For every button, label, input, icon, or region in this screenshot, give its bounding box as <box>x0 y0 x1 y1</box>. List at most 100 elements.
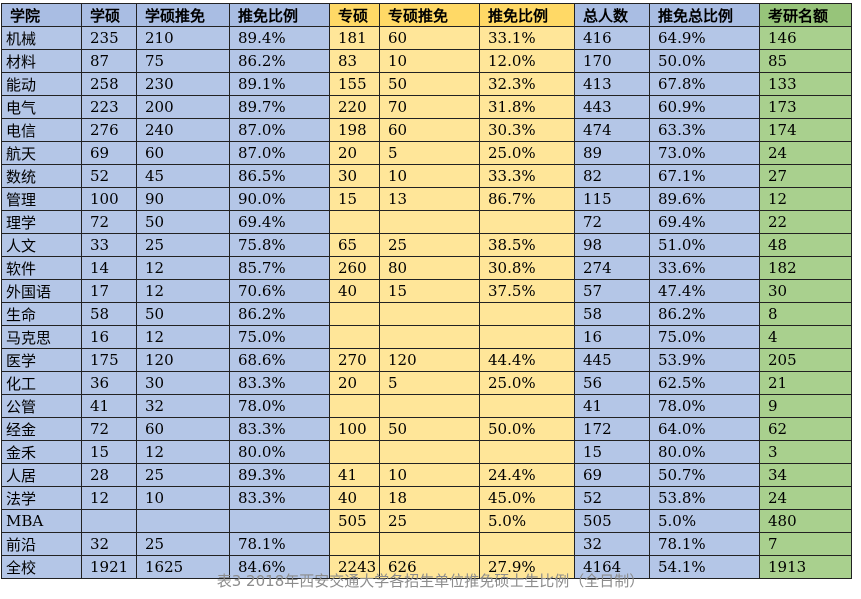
table-cell: 86.5% <box>229 164 330 188</box>
table-cell: 12 <box>136 256 230 280</box>
row-label: 人文 <box>1 233 82 257</box>
header-cell: 学院 <box>1 3 82 27</box>
table-cell: 25.0% <box>479 371 575 395</box>
table-cell: 480 <box>759 509 852 533</box>
table-cell: 210 <box>136 26 230 50</box>
table-cell: 89.1% <box>229 72 330 96</box>
table-cell: 15 <box>574 440 650 464</box>
table-cell: 30 <box>759 279 852 303</box>
table-cell: 146 <box>759 26 852 50</box>
table-cell: 474 <box>574 118 650 142</box>
table-cell: 50.0% <box>479 417 575 441</box>
table-cell: 172 <box>574 417 650 441</box>
table-cell: 198 <box>329 118 380 142</box>
table-cell: 230 <box>136 72 230 96</box>
table-cell: 16 <box>574 325 650 349</box>
row-label: 外国语 <box>1 279 82 303</box>
row-label: 电信 <box>1 118 82 142</box>
table-cell: 416 <box>574 26 650 50</box>
row-label: 金禾 <box>1 440 82 464</box>
table-cell: 87.0% <box>229 141 330 165</box>
table-cell: 40 <box>329 279 380 303</box>
table-cell: 60 <box>379 26 480 50</box>
table-cell <box>479 325 575 349</box>
table-cell: 25 <box>136 532 230 556</box>
table-cell <box>379 532 480 556</box>
table-cell: 53.8% <box>649 486 760 510</box>
row-label: 经金 <box>1 417 82 441</box>
table-cell: 64.9% <box>649 26 760 50</box>
table-cell: 69.4% <box>649 210 760 234</box>
table-cell: 120 <box>136 348 230 372</box>
row-label: 数统 <box>1 164 82 188</box>
table-cell: 50.0% <box>649 49 760 73</box>
table-cell <box>329 394 380 418</box>
table-cell: 12 <box>136 440 230 464</box>
header-cell: 专硕推免 <box>379 3 480 27</box>
table-cell: 12 <box>759 187 852 211</box>
table-cell: 1921 <box>81 555 137 579</box>
table-cell: 60 <box>136 417 230 441</box>
table-cell: 85.7% <box>229 256 330 280</box>
table-cell: 53.9% <box>649 348 760 372</box>
table-cell: 89.3% <box>229 463 330 487</box>
table-cell: 20 <box>329 371 380 395</box>
table-cell: 155 <box>329 72 380 96</box>
table-cell: 5.0% <box>479 509 575 533</box>
table-cell: 12 <box>81 486 137 510</box>
table-cell: 73.0% <box>649 141 760 165</box>
table-row: 法学 12 10 83.3% 40 18 45.0% 52 53.8% 24 <box>1 486 852 510</box>
table-cell: 30 <box>136 371 230 395</box>
table-cell: 15 <box>329 187 380 211</box>
table-cell: 69 <box>81 141 137 165</box>
table-cell: 30.8% <box>479 256 575 280</box>
table-cell: 57 <box>574 279 650 303</box>
table-cell: 98 <box>574 233 650 257</box>
table-row: 数统 52 45 86.5% 30 10 33.3% 82 67.1% 27 <box>1 164 852 188</box>
table-cell: 84.6% <box>229 555 330 579</box>
row-label: 航天 <box>1 141 82 165</box>
table-cell: 56 <box>574 371 650 395</box>
table-cell: 78.0% <box>649 394 760 418</box>
table-cell: 69.4% <box>229 210 330 234</box>
table-cell: 30 <box>329 164 380 188</box>
table-row: 电气 223 200 89.7% 220 70 31.8% 443 60.9% 173 <box>1 95 852 119</box>
table-row: 理学 72 50 69.4% 72 69.4% 22 <box>1 210 852 234</box>
header-cell: 专硕 <box>329 3 380 27</box>
table-cell: 22 <box>759 210 852 234</box>
table-cell: 173 <box>759 95 852 119</box>
table-cell: 133 <box>759 72 852 96</box>
table-cell <box>479 532 575 556</box>
table-cell: 47.4% <box>649 279 760 303</box>
table-cell: 67.8% <box>649 72 760 96</box>
table-cell: 505 <box>329 509 380 533</box>
table-cell: 15 <box>379 279 480 303</box>
table-cell: 82 <box>574 164 650 188</box>
table-cell: 58 <box>574 302 650 326</box>
header-cell: 总人数 <box>574 3 650 27</box>
table-cell: 28 <box>81 463 137 487</box>
table-body: 机械 235 210 89.4% 181 60 33.1% 416 64.9% 146 材料 87 75… <box>1 26 852 579</box>
table-row: 人文 33 25 75.8% 65 25 38.5% 98 51.0% 48 <box>1 233 852 257</box>
table-cell: 33.1% <box>479 26 575 50</box>
table-cell: 32.3% <box>479 72 575 96</box>
table-cell: 33 <box>81 233 137 257</box>
table-cell: 9 <box>759 394 852 418</box>
table-cell: 4 <box>759 325 852 349</box>
row-label: 医学 <box>1 348 82 372</box>
table-cell <box>81 509 137 533</box>
table-cell: 27 <box>759 164 852 188</box>
table-cell: 260 <box>329 256 380 280</box>
table-cell: 25 <box>136 463 230 487</box>
table-cell: 21 <box>759 371 852 395</box>
table-cell: 90 <box>136 187 230 211</box>
table-cell <box>479 210 575 234</box>
table-row: MBA 505 25 5.0% 505 5.0% 480 <box>1 509 852 533</box>
table-cell: 68.6% <box>229 348 330 372</box>
table-cell: 37.5% <box>479 279 575 303</box>
table-cell: 16 <box>81 325 137 349</box>
table-cell: 70.6% <box>229 279 330 303</box>
table-cell: 170 <box>574 49 650 73</box>
table-cell: 36 <box>81 371 137 395</box>
